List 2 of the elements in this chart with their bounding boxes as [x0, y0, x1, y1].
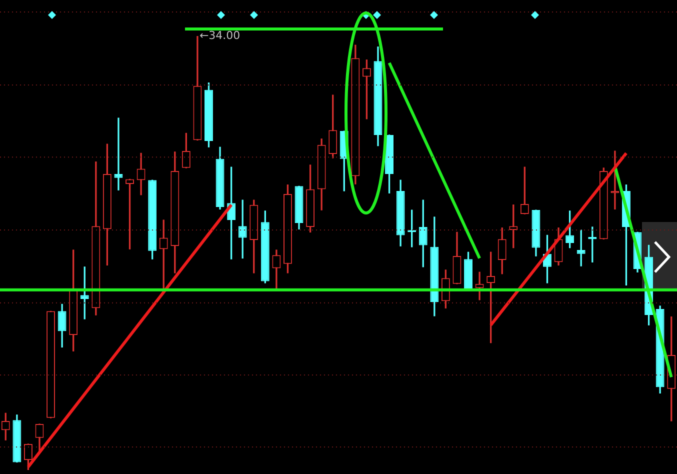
candlestick — [114, 118, 123, 190]
annotation: ←34.00 — [199, 28, 240, 42]
